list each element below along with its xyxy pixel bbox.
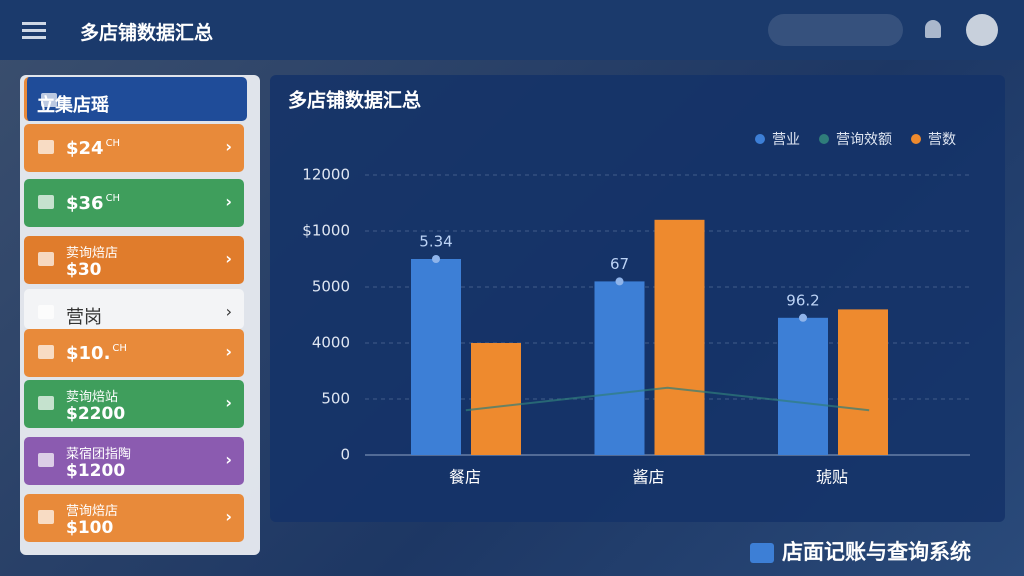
sidebar-item[interactable]: 营询焙店 $100 › xyxy=(24,494,244,542)
item-label: $10. CH xyxy=(66,343,127,364)
brand: 店面记账与查询系统 xyxy=(750,536,971,566)
legend-label: 营询效额 xyxy=(836,132,892,148)
sidebar-item[interactable]: $24 CH › xyxy=(24,124,244,172)
item-icon xyxy=(38,510,54,524)
item-label: $24 CH xyxy=(66,138,121,159)
x-tick-label: 琥贴 xyxy=(816,468,848,487)
bar xyxy=(654,219,705,455)
item-label: 营岗 xyxy=(66,307,102,328)
chart-title: 多店铺数据汇总 xyxy=(288,89,421,112)
item-icon xyxy=(38,305,54,319)
item-icon xyxy=(38,252,54,266)
item-arrow: › xyxy=(225,393,232,412)
legend-swatch xyxy=(819,134,829,144)
app-title: 多店铺数据汇总 xyxy=(80,22,214,44)
legend-label: 营数 xyxy=(928,132,956,148)
brand-text: 店面记账与查询系统 xyxy=(782,540,971,564)
item-sup: CH xyxy=(105,138,121,149)
item-sup: CH xyxy=(112,343,127,354)
y-tick-label: 0 xyxy=(340,446,350,464)
item-arrow: › xyxy=(225,192,232,211)
y-tick-label: 500 xyxy=(321,390,350,408)
sidebar-item[interactable]: 立集店瑶 xyxy=(24,77,247,121)
bar-dot xyxy=(432,255,440,263)
x-tick-label: 餐店 xyxy=(449,468,481,487)
legend-swatch xyxy=(911,134,921,144)
sidebar: 立集店瑶 $24 CH › $36 CH › 荬询焙店 $30 › 营岗 › $10. CH › 荬询焙站 $2… xyxy=(20,75,260,555)
legend-swatch xyxy=(755,134,765,144)
y-tick-label: 4000 xyxy=(312,334,350,352)
notification-icon[interactable] xyxy=(925,20,941,38)
item-sup: CH xyxy=(105,193,121,204)
item-icon xyxy=(38,345,54,359)
item-label: $36 CH xyxy=(66,193,121,214)
item-icon xyxy=(38,396,54,410)
brand-icon xyxy=(750,543,774,563)
y-tick-label: 12000 xyxy=(302,166,350,184)
item-label: 立集店瑶 xyxy=(37,95,109,116)
sidebar-item[interactable]: 菜宿团指陶 $1200 › xyxy=(24,437,244,485)
item-label: 荬询焙店 xyxy=(66,246,119,261)
y-tick-label: $1000 xyxy=(302,222,350,240)
x-tick-label: 酱店 xyxy=(632,468,664,487)
bar-annotation: 67 xyxy=(610,255,629,273)
sidebar-item[interactable]: $36 CH › xyxy=(24,179,244,227)
top-bar: 多店铺数据汇总 xyxy=(0,0,1024,60)
item-label: 菜宿团指陶 xyxy=(66,447,132,462)
item-amount: $30 xyxy=(66,260,102,280)
legend-label: 营业 xyxy=(772,132,800,148)
sidebar-item[interactable]: $10. CH › xyxy=(24,329,244,377)
search-box[interactable] xyxy=(768,14,903,46)
item-arrow: › xyxy=(225,249,232,268)
sidebar-item[interactable]: 荬询焙店 $30 › xyxy=(24,236,244,284)
item-icon xyxy=(41,93,57,107)
item-icon xyxy=(38,195,54,209)
item-label: 荬询焙站 xyxy=(66,390,119,405)
avatar[interactable] xyxy=(966,14,998,46)
item-icon xyxy=(38,140,54,154)
bar-dot xyxy=(615,277,624,286)
item-amount: $100 xyxy=(66,518,114,538)
y-tick-label: 5000 xyxy=(312,278,350,296)
item-arrow: › xyxy=(225,450,232,469)
bar-annotation: 96.2 xyxy=(786,291,819,309)
sidebar-item[interactable]: 营岗 › xyxy=(24,289,244,329)
item-amount: $1200 xyxy=(66,461,126,481)
bar-dot xyxy=(799,313,807,322)
bar xyxy=(778,317,828,455)
bar xyxy=(594,281,645,455)
item-arrow: › xyxy=(225,137,232,156)
sidebar-item[interactable]: 荬询焙站 $2200 › xyxy=(24,380,244,428)
bar xyxy=(471,343,521,455)
item-icon xyxy=(38,453,54,467)
item-label: 营询焙店 xyxy=(66,504,119,519)
item-arrow: › xyxy=(225,342,232,361)
bar xyxy=(411,259,461,455)
menu-icon[interactable] xyxy=(22,22,46,25)
item-arrow: › xyxy=(225,302,232,321)
bar-annotation: 5.34 xyxy=(419,233,452,251)
line-series xyxy=(465,386,870,412)
item-arrow: › xyxy=(225,507,232,526)
bar xyxy=(838,309,888,455)
item-amount: $2200 xyxy=(66,404,126,424)
